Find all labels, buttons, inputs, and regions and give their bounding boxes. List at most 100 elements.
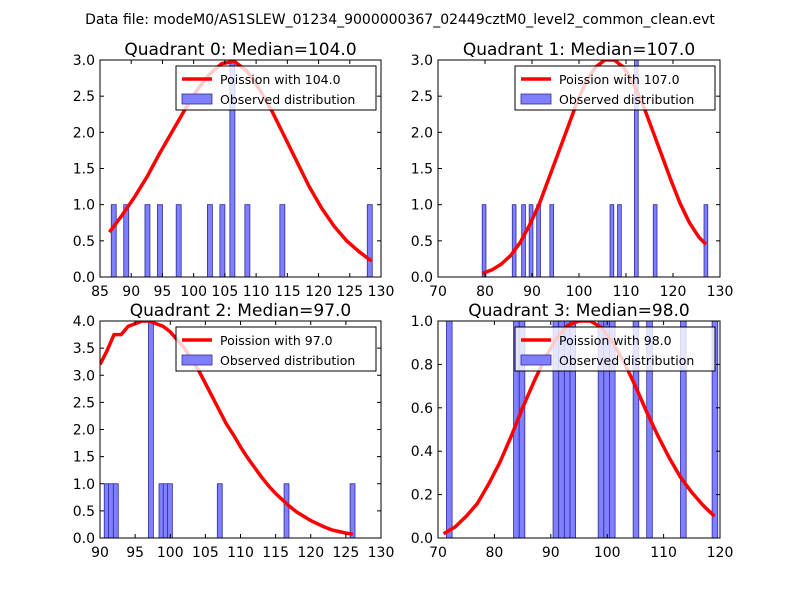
quadrant-0-xtick-label: 125 <box>336 284 363 300</box>
quadrant-0-bar <box>110 204 117 277</box>
quadrant-3-bar <box>632 321 640 538</box>
quadrant-2-legend-label: Poission with 97.0 <box>220 333 333 348</box>
quadrant-3-ytick-label: 0.2 <box>411 488 433 504</box>
quadrant-0-xtick-label: 115 <box>274 284 301 300</box>
quadrant-0-xtick-label: 95 <box>154 284 172 300</box>
quadrant-2-axes: 90 95 100 105 110 115 120 125 130 0.0 0.5 1.0 1.5 2.0… <box>73 301 395 561</box>
quadrant-2-xtick-label: 100 <box>157 545 184 561</box>
quadrant-2-ytick-label: 2.0 <box>73 423 95 439</box>
quadrant-3-xtick-label: 90 <box>542 545 560 561</box>
quadrant-3-bar <box>609 321 616 538</box>
quadrant-1-ytick-label: 2.0 <box>411 125 433 141</box>
quadrant-1-bar <box>511 204 517 277</box>
quadrant-2-xtick-label: 110 <box>227 545 254 561</box>
quadrant-0-ytick-label: 3.0 <box>73 53 95 69</box>
quadrant-2-legend: Poission with 97.0 Observed distribution <box>175 326 377 372</box>
quadrant-0-legend: Poission with 104.0 Observed distribution <box>175 65 377 111</box>
quadrant-0-ytick-label: 0.5 <box>73 234 95 250</box>
quadrant-2-ytick-label: 4.0 <box>73 314 95 330</box>
quadrant-0-bar <box>207 204 213 277</box>
quadrant-3-ytick-label: 0.8 <box>411 357 433 373</box>
quadrant-0-xtick-label: 100 <box>180 284 207 300</box>
quadrant-2-xtick-label: 90 <box>91 545 109 561</box>
quadrant-0-bar <box>157 204 163 277</box>
quadrant-1-bar <box>536 204 541 277</box>
quadrant-3-plot-area <box>442 321 719 538</box>
quadrant-1-xtick-label: 70 <box>429 284 447 300</box>
quadrant-0-xtick-label: 130 <box>368 284 395 300</box>
quadrant-3-bar <box>646 321 653 538</box>
quadrant-2-bar <box>148 321 154 538</box>
quadrant-0-ytick-label: 1.0 <box>73 198 95 214</box>
quadrant-0-ytick-label: 2.5 <box>73 89 95 105</box>
quadrant-0-bar <box>123 204 130 277</box>
quadrant-3-legend-label: Observed distribution <box>559 353 694 368</box>
quadrant-0-ytick-label: 0.0 <box>73 270 95 286</box>
quadrant-0-legend-label: Observed distribution <box>220 92 355 107</box>
quadrant-0-ytick-label: 1.5 <box>73 162 95 178</box>
quadrant-0-axes: 85 90 95 100 105 110 115 120 125 130 0.0 0.5 1.0 1.5 2… <box>73 40 395 300</box>
quadrant-3-bar <box>569 321 577 538</box>
quadrant-1-axes: 70 80 90 100 110 120 130 0.0 0.5 1.0 1.5 2.0 2.5 3.0 Q… <box>411 40 734 300</box>
quadrant-1-bar <box>528 204 534 277</box>
quadrant-0-xtick-label: 120 <box>305 284 332 300</box>
quadrant-3-bar <box>518 321 526 538</box>
quadrant-0-legend-patch-swatch <box>181 93 213 105</box>
quadrant-2-bar <box>167 483 173 538</box>
quadrant-2-legend-patch-swatch <box>181 354 213 366</box>
quadrant-0-title: Quadrant 0: Median=104.0 <box>124 40 356 60</box>
quadrant-1-xtick-label: 80 <box>476 284 494 300</box>
quadrant-2-ytick-label: 2.5 <box>73 395 95 411</box>
quadrant-2-xtick-label: 105 <box>192 545 219 561</box>
quadrant-3-ytick-label: 1.0 <box>411 314 433 330</box>
quadrant-2-bar <box>283 483 290 538</box>
quadrant-1-title: Quadrant 1: Median=107.0 <box>463 40 695 60</box>
quadrant-0-bar <box>219 204 226 277</box>
quadrant-0-bar <box>366 204 373 277</box>
quadrant-3-ytick-label: 0.6 <box>411 401 433 417</box>
quadrant-1-bar <box>634 60 639 277</box>
quadrant-0-xtick-label: 110 <box>243 284 270 300</box>
quadrant-1-legend-label: Observed distribution <box>559 92 694 107</box>
quadrant-1-xtick-label: 100 <box>566 284 593 300</box>
quadrant-0-xtick-label: 105 <box>212 284 239 300</box>
quadrant-2-poisson-curve <box>100 321 354 536</box>
quadrant-3-xtick-label: 100 <box>594 545 621 561</box>
quadrant-2-title: Quadrant 2: Median=97.0 <box>130 301 352 321</box>
quadrant-3-frame <box>437 320 721 539</box>
quadrant-3-xtick-label: 110 <box>650 545 677 561</box>
quadrant-2-bar <box>349 483 356 538</box>
quadrant-0-legend-label: Poission with 104.0 <box>220 72 341 87</box>
quadrant-2-ytick-label: 1.5 <box>73 450 95 466</box>
quadrant-1-bar <box>617 204 622 277</box>
quadrant-3-axes: 70 80 90 100 110 120 0.0 0.2 0.4 0.6 0.8 1.0 Quadran… <box>411 301 734 561</box>
quadrant-0-bar <box>144 204 151 277</box>
quadrant-1-legend-patch-swatch <box>520 93 552 105</box>
quadrant-1-bar <box>549 204 555 277</box>
quadrant-3-bar <box>680 321 687 538</box>
quadrant-1-ytick-label: 3.0 <box>411 53 433 69</box>
quadrant-2-bar <box>112 483 119 538</box>
quadrant-2-legend-label: Observed distribution <box>220 353 355 368</box>
quadrant-3-legend: Poission with 98.0 Observed distribution <box>514 326 716 372</box>
quadrant-0-bar <box>244 204 251 277</box>
quadrant-3-ytick-label: 0.4 <box>411 444 433 460</box>
quadrant-1-bar <box>652 204 658 277</box>
quadrant-3-xtick-label: 70 <box>429 545 447 561</box>
quadrant-0-ytick-label: 2.0 <box>73 125 95 141</box>
quadrant-2-ytick-label: 0.0 <box>73 531 95 547</box>
quadrant-1-ytick-label: 2.5 <box>411 89 433 105</box>
quadrant-2-xtick-label: 125 <box>333 545 360 561</box>
quadrant-2-ytick-label: 3.5 <box>73 341 95 357</box>
quadrant-2-ytick-label: 1.0 <box>73 477 95 493</box>
quadrant-2-xtick-label: 95 <box>126 545 144 561</box>
quadrant-3-ytick-label: 0.0 <box>411 531 433 547</box>
quadrant-0-xtick-label: 90 <box>122 284 140 300</box>
quadrant-1-ytick-label: 0.5 <box>411 234 433 250</box>
quadrant-2-xtick-label: 130 <box>368 545 395 561</box>
quadrant-0-bar <box>229 60 236 277</box>
quadrant-2-bar <box>216 483 223 538</box>
quadrant-1-legend: Poission with 107.0 Observed distribution <box>514 65 716 111</box>
quadrant-1-legend-label: Poission with 107.0 <box>559 72 680 87</box>
figure-suptitle: Data file: modeM0/AS1SLEW_01234_90000003… <box>85 12 715 28</box>
